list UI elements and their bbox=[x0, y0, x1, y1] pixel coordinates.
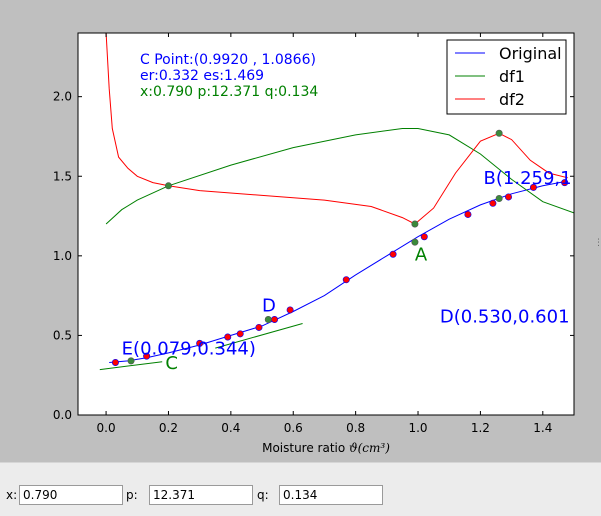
y-tick-label: 1.5 bbox=[53, 169, 72, 183]
data-point-red bbox=[529, 183, 537, 191]
x-tick-label: 0.6 bbox=[284, 421, 303, 435]
data-point-green bbox=[495, 195, 503, 203]
point-label: C bbox=[165, 353, 178, 374]
point-label: A bbox=[415, 245, 428, 266]
data-point-red bbox=[389, 250, 397, 258]
data-point-red bbox=[255, 323, 263, 331]
point-label: D(0.530,0.601 bbox=[440, 307, 570, 328]
axes-frame bbox=[77, 32, 575, 416]
plot-content bbox=[99, 33, 574, 371]
x-axis-label: Moisture ratio ϑ(cm³) bbox=[262, 441, 390, 455]
series-line-df1 bbox=[105, 128, 574, 225]
data-point-red bbox=[236, 330, 244, 338]
c-point-text: C Point:(0.9920 , 1.0866) bbox=[140, 52, 316, 68]
xpq-text: x:0.790 p:12.371 q:0.134 bbox=[140, 84, 318, 100]
point-labels: B(1.259,1 A D(0.530,0.601 D E(0.079,0.344)C bbox=[122, 168, 572, 374]
x-tick-label: 0.0 bbox=[97, 421, 116, 435]
data-point-green bbox=[164, 182, 172, 190]
data-point-green bbox=[264, 315, 272, 323]
x-tick-label: 1.2 bbox=[471, 421, 490, 435]
parameter-bar: x: p: q: bbox=[0, 462, 601, 516]
x-input[interactable] bbox=[19, 485, 123, 505]
p-input[interactable] bbox=[149, 485, 253, 505]
data-point-green bbox=[127, 357, 135, 365]
point-label: B(1.259,1 bbox=[484, 168, 572, 189]
legend-label-original: Original bbox=[499, 44, 562, 63]
data-point-red bbox=[111, 358, 119, 366]
data-point-red bbox=[342, 276, 350, 284]
data-point-red bbox=[420, 233, 428, 241]
data-point-red bbox=[561, 179, 569, 187]
x-tick-label: 0.4 bbox=[221, 421, 240, 435]
plot-area: 0.0 0.2 0.4 0.6 0.8 1.0 1.2 1.4 0.0 0.5 1.0 1.5 2.0 M… bbox=[52, 32, 575, 455]
data-point-red bbox=[196, 339, 204, 347]
x-field-label: x: bbox=[6, 488, 18, 502]
x-axis-label-text: Moisture ratio bbox=[262, 441, 349, 455]
p-field-label: p: bbox=[126, 488, 138, 502]
point-label: D bbox=[262, 296, 276, 317]
y-tick-label: 2.0 bbox=[53, 90, 72, 104]
x-tick-label: 0.2 bbox=[159, 421, 178, 435]
point-label: E(0.079,0.344) bbox=[122, 339, 256, 360]
data-point-red bbox=[504, 193, 512, 201]
legend-label-df2: df2 bbox=[499, 90, 525, 109]
data-point-green bbox=[495, 129, 503, 137]
data-point-red bbox=[286, 306, 294, 314]
er-es-text: er:0.332 es:1.469 bbox=[140, 68, 264, 84]
legend-label-df1: df1 bbox=[499, 67, 525, 86]
series-line-df2 bbox=[105, 33, 568, 225]
data-point-green bbox=[411, 220, 419, 228]
data-point-red bbox=[489, 199, 497, 207]
x-tick-label: 0.8 bbox=[346, 421, 365, 435]
q-field-label: q: bbox=[257, 488, 269, 502]
chart-svg: 0.0 0.2 0.4 0.6 0.8 1.0 1.2 1.4 0.0 0.5 1.0 1.5 2.0 M… bbox=[53, 32, 575, 455]
resize-grip[interactable]: ⋮ bbox=[594, 238, 601, 248]
legend-box bbox=[446, 39, 567, 115]
x-axis-label-math: ϑ(cm³) bbox=[349, 441, 390, 455]
y-tick-label: 1.0 bbox=[53, 249, 72, 263]
series-line-tangent-c bbox=[99, 361, 163, 371]
q-input[interactable] bbox=[279, 485, 383, 505]
data-point-red bbox=[271, 315, 279, 323]
x-tick-label: 1.4 bbox=[533, 421, 552, 435]
data-point-green bbox=[411, 238, 419, 246]
series-line-tangent-d bbox=[215, 323, 303, 349]
y-tick-label: 0.5 bbox=[53, 328, 72, 342]
y-tick-label: 0.0 bbox=[53, 408, 72, 422]
data-point-red bbox=[224, 333, 232, 341]
x-tick-label: 1.0 bbox=[408, 421, 427, 435]
data-point-red bbox=[464, 210, 472, 218]
data-point-red bbox=[143, 352, 151, 360]
